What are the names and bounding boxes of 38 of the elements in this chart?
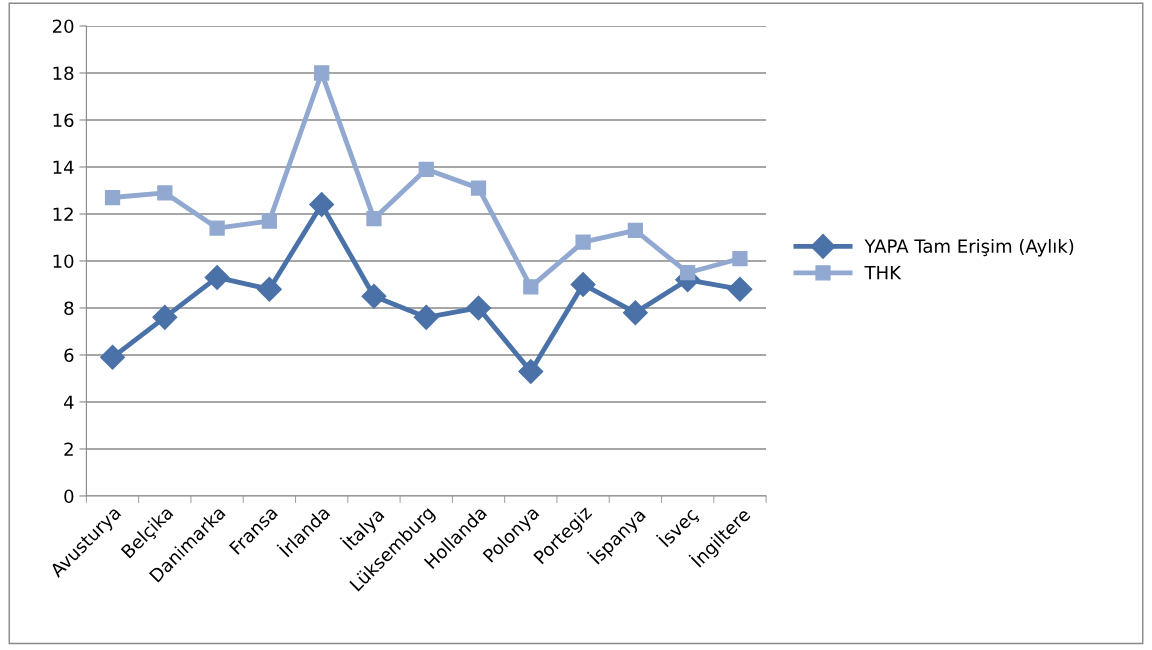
y-tick-label: 4 <box>63 395 74 409</box>
point <box>261 213 278 229</box>
point <box>100 344 126 370</box>
point <box>366 211 382 227</box>
legend-label: YAPA Tam Erişim (Aylık) <box>864 238 1074 257</box>
point <box>418 161 434 177</box>
point <box>256 276 282 302</box>
point <box>570 271 596 297</box>
point <box>314 65 330 81</box>
point <box>309 192 335 218</box>
point <box>680 265 696 281</box>
point <box>470 180 487 196</box>
point <box>157 185 173 201</box>
point <box>727 276 753 302</box>
point <box>622 300 648 326</box>
point <box>361 283 387 309</box>
y-tick-label: 2 <box>64 442 73 456</box>
y-tick-label: 10 <box>53 254 74 269</box>
point <box>104 189 121 206</box>
point <box>518 358 544 384</box>
point <box>204 264 230 290</box>
y-tick-label: 12 <box>53 207 73 221</box>
point <box>575 234 591 250</box>
y-tick-label: 20 <box>52 19 74 34</box>
point <box>209 220 225 236</box>
legend-label: THK <box>864 266 902 280</box>
y-tick-label: 18 <box>53 66 74 81</box>
y-tick-label: 8 <box>64 301 74 316</box>
point <box>152 304 178 330</box>
point <box>413 304 439 330</box>
y-tick-label: 16 <box>53 113 74 128</box>
y-tick-label: 14 <box>53 160 74 174</box>
point <box>627 222 644 239</box>
point <box>732 250 748 267</box>
y-tick-label: 0 <box>64 489 74 504</box>
point <box>466 295 492 321</box>
point <box>523 279 539 295</box>
y-tick-label: 6 <box>64 348 74 363</box>
